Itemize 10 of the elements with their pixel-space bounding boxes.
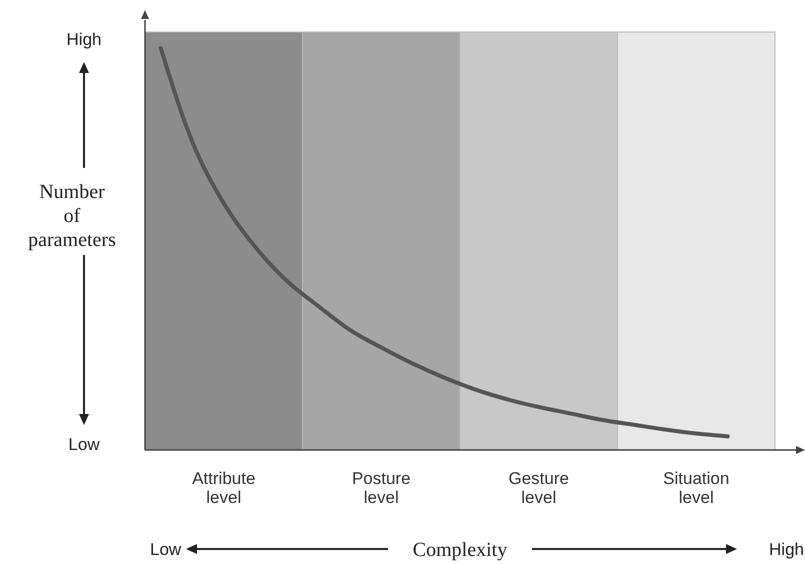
text: High [66,30,102,49]
x-axis-title: Complexity [412,539,508,561]
y-axis-title: Number of parameters [28,181,116,251]
text: Low [150,540,182,559]
x-tick-label: Gesture level [508,469,569,507]
text: Low [68,435,100,454]
text: High [769,540,804,559]
x-tick-label: Situation level [663,469,730,507]
x-tick-label: Posture level [352,469,411,507]
x-tick-label: Attribute level [192,469,256,507]
